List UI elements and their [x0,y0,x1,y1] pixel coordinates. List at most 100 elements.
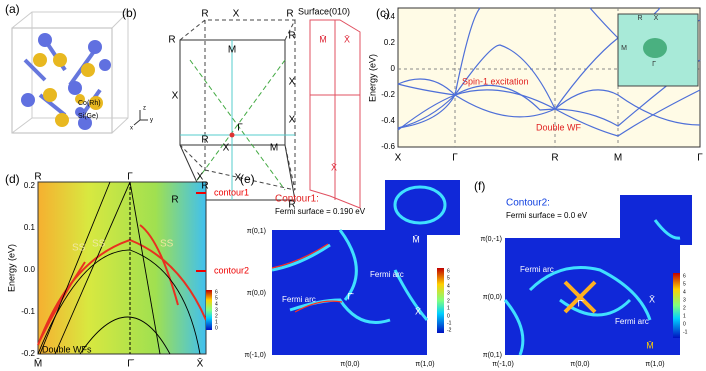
label: 5 [683,281,686,287]
band-structure [397,7,701,148]
label: M [270,143,278,154]
label: 3 [683,297,686,303]
label: x [130,126,133,132]
label: R [168,35,175,46]
label: -0.4 [381,116,395,125]
label: 2 [683,305,686,311]
label: Fermi arc [282,295,316,304]
label: R [288,200,295,211]
label: Fermi arc [520,265,554,274]
label: π(0,0) [247,290,266,297]
label: Fermi arc [615,317,649,326]
label: M [228,45,236,56]
label: Γ̄ [127,359,135,370]
label: R [201,9,208,20]
label: Double WFs [42,344,92,354]
label: X [233,9,240,20]
label: Contour2: [506,198,550,209]
label: R [288,31,295,42]
label: π(1,0) [645,361,664,368]
label: -0.2 [381,90,395,99]
label: 0.1 [24,223,36,232]
label: R [171,195,178,206]
label: π(0,1) [483,352,502,359]
label: X [223,143,230,154]
label: 0 [447,313,450,319]
label: (b) [122,6,137,20]
label: M [614,153,622,164]
label: Fermi surface = 0.190 eV [275,207,366,216]
label: Double WF [536,122,582,132]
label: 0 [215,325,218,331]
label: 1 [215,319,218,325]
label: π(0,-1) [480,236,502,243]
label: (a) [5,2,20,16]
fermi-surface-2 [503,195,692,356]
label: M [621,45,627,52]
label: 0.4 [384,12,396,21]
label: M̄ [412,234,420,244]
label: π(-1,0) [492,361,514,368]
label: R [551,153,558,164]
label: π(0,0) [483,294,502,301]
label: Co(Rh) [78,100,101,107]
label: X [289,115,296,126]
label: M̄ [646,340,654,350]
label: 6 [215,289,218,295]
label: π(1,0) [415,361,434,368]
label: R [637,15,642,22]
label: (c) [376,6,390,20]
label: 2 [215,313,218,319]
label: 0.2 [384,38,396,47]
label: Γ [237,123,243,134]
label: -0.2 [21,349,35,358]
label: X [172,91,179,102]
label: 5 [447,275,450,281]
label: 4 [447,283,450,289]
label: 4 [215,301,218,307]
label: X [395,153,402,164]
crystal-structure [11,11,148,134]
label: (d) [5,172,20,186]
label: R [34,172,41,183]
label: Γ [697,153,703,164]
label: Contour1: [275,194,319,205]
label: -1 [683,329,688,335]
label: M̄ [34,357,42,370]
label: π(0,0) [570,361,589,368]
label: X [654,15,659,22]
label: -2 [447,327,452,333]
label: π(0,1) [247,228,266,235]
label: -0.6 [381,142,395,151]
label: X [197,172,204,183]
label: -1 [447,320,452,326]
label: 5 [215,295,218,301]
label: X̄ [649,294,655,304]
label: X [235,173,242,184]
label: M̄ [319,34,327,44]
label: SS [160,239,174,250]
label: 1 [447,305,450,311]
label: R [201,135,208,146]
label: contour1 [214,187,249,197]
label: R [286,9,293,20]
label: -0.1 [21,307,35,316]
label: X̄ [197,357,204,370]
label: 1 [683,313,686,319]
label: 4 [683,289,686,295]
label: Si(Ge) [78,113,98,120]
label: X̄ [331,162,337,172]
label: y [150,118,153,124]
label: 0.2 [24,181,36,190]
label: π(-1,0) [244,352,266,359]
label: (e) [240,172,255,186]
label: z [143,106,146,112]
label: X̄ [415,306,421,316]
label: 0 [683,321,686,327]
label: 3 [215,307,218,313]
label: SS [92,239,106,250]
label: contour2 [214,265,249,275]
label: 0.0 [24,265,36,274]
label: Γ [452,153,458,164]
label: Energy (eV) [6,244,16,292]
